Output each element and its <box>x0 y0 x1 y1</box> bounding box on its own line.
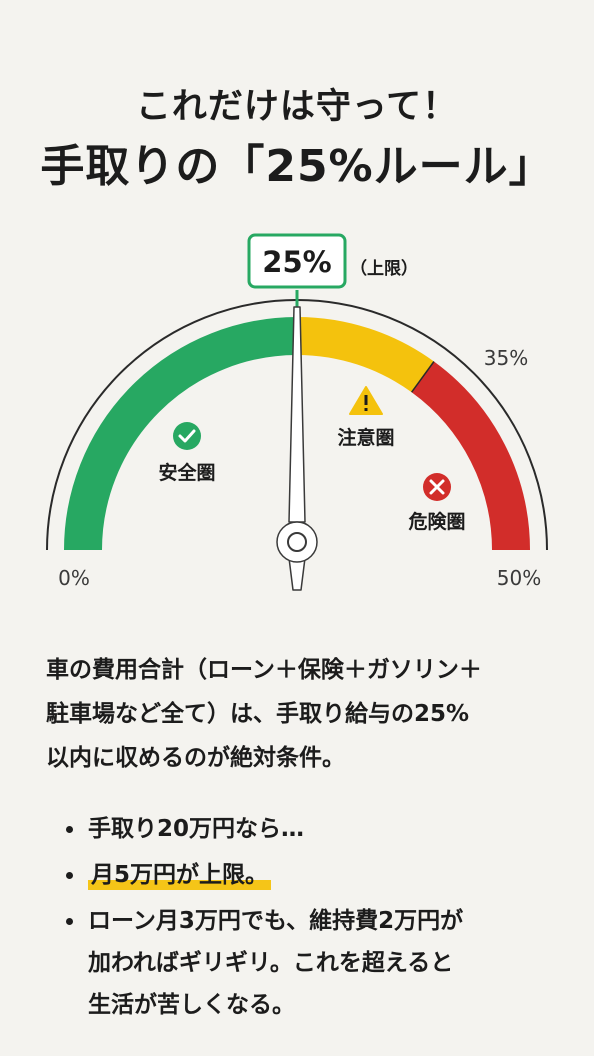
zone-label-safe: 安全圏 <box>158 461 215 484</box>
scale-label-max: 50% <box>497 566 541 590</box>
bullet-item: ローン月3万円でも、維持費2万円が 加わればギリギリ。これを超えると 生活が苦し… <box>62 900 562 1026</box>
gauge-zone-safe <box>64 317 298 551</box>
check-icon <box>173 422 201 450</box>
limit-box <box>247 233 347 289</box>
bullet-text: 手取り20万円なら… <box>88 816 305 842</box>
zone-label-caution: 注意圏 <box>337 426 394 449</box>
gauge: 25% （上限） 35% 0% 50% 安全圏 注意圏 危険圏 <box>46 233 548 591</box>
bullet-text-highlighted: 月5万円が上限。 <box>88 854 272 896</box>
title-line-2: 手取りの「25%ルール」 <box>40 141 554 192</box>
title-line-1: これだけは守って！ <box>135 87 459 127</box>
scale-label-35: 35% <box>484 346 528 370</box>
zone-label-danger: 危険圏 <box>408 510 465 533</box>
bullet-text: 生活が苦しくなる。 <box>88 992 295 1018</box>
description-line: 駐車場など全て）は、手取り給与の25% <box>46 701 470 727</box>
bullet-text: 加わればギリギリ。これを超えると <box>88 950 454 976</box>
bullet-text: ローン月3万円でも、維持費2万円が <box>88 908 464 934</box>
gauge-needle <box>276 306 318 591</box>
cross-icon <box>423 473 451 501</box>
description-line: 車の費用合計（ローン＋保険＋ガソリン＋ <box>46 657 482 683</box>
description: 車の費用合計（ローン＋保険＋ガソリン＋ 駐車場など全て）は、手取り給与の25% … <box>46 648 566 780</box>
bullet-item-highlight: 月5万円が上限。 <box>62 854 562 896</box>
gauge-zone-caution <box>296 317 434 393</box>
bullet-item: 手取り20万円なら… <box>62 808 562 850</box>
gauge-zone-danger <box>411 361 530 551</box>
scale-label-min: 0% <box>58 566 90 590</box>
description-line: 以内に収めるのが絶対条件。 <box>46 745 345 771</box>
gauge-separator-35 <box>411 361 435 393</box>
limit-label: 25% <box>262 245 331 279</box>
warning-icon <box>349 386 383 415</box>
bullet-list: 手取り20万円なら… 月5万円が上限。 ローン月3万円でも、維持費2万円が 加わ… <box>62 808 562 1030</box>
limit-note: （上限） <box>350 258 418 279</box>
